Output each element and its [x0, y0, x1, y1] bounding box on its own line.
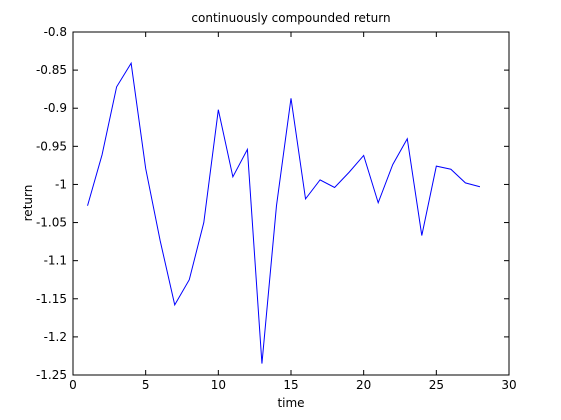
data-point [218, 109, 219, 110]
data-point [305, 198, 306, 199]
x-tick-label: 5 [142, 378, 150, 392]
data-point [378, 202, 379, 203]
data-point [276, 205, 277, 206]
data-point [232, 176, 233, 177]
y-tick-label: -1.15 [36, 292, 67, 306]
data-point [407, 138, 408, 139]
data-point [160, 240, 161, 241]
data-point [479, 186, 480, 187]
data-point [291, 98, 292, 99]
data-point [334, 187, 335, 188]
x-tick-label: 30 [501, 378, 516, 392]
data-point [102, 154, 103, 155]
data-point [363, 155, 364, 156]
y-tick-label: -1.1 [44, 254, 67, 268]
x-tick-label: 15 [283, 378, 298, 392]
plot-area [72, 31, 510, 376]
data-point [392, 164, 393, 165]
x-tick-label: 0 [69, 378, 77, 392]
y-tick-label: -0.95 [36, 139, 67, 153]
x-tick-label: 20 [356, 378, 371, 392]
data-point [261, 363, 262, 364]
data-point [131, 63, 132, 64]
data-point [320, 179, 321, 180]
y-tick-label: -1 [55, 177, 67, 191]
data-point [465, 182, 466, 183]
y-axis-label: return [21, 185, 35, 222]
data-point [116, 86, 117, 87]
data-point [349, 172, 350, 173]
data-point [189, 279, 190, 280]
x-axis-label: time [277, 396, 304, 410]
y-tick-label: -1.2 [44, 330, 67, 344]
y-tick-label: -1.25 [36, 368, 67, 382]
data-point [421, 235, 422, 236]
data-point [247, 149, 248, 150]
y-tick-label: -0.9 [44, 101, 67, 115]
x-tick-label: 10 [211, 378, 226, 392]
axis-ticks: 0 5 10 15 20 25 30 -1.25 -1.2 -1.15 -1.1 -1.05 -1 -0.… [36, 25, 517, 392]
y-tick-label: -0.8 [44, 25, 67, 39]
data-point [145, 168, 146, 169]
series-line [87, 61, 481, 364]
data-point [87, 205, 88, 206]
data-point [450, 169, 451, 170]
y-tick-label: -1.05 [36, 216, 67, 230]
chart-title: continuously compounded return [191, 11, 390, 25]
y-tick-label: -0.85 [36, 63, 67, 77]
x-tick-label: 25 [429, 378, 444, 392]
data-point [203, 222, 204, 223]
data-point [436, 166, 437, 167]
series-layer [87, 61, 481, 364]
data-point [174, 304, 175, 305]
